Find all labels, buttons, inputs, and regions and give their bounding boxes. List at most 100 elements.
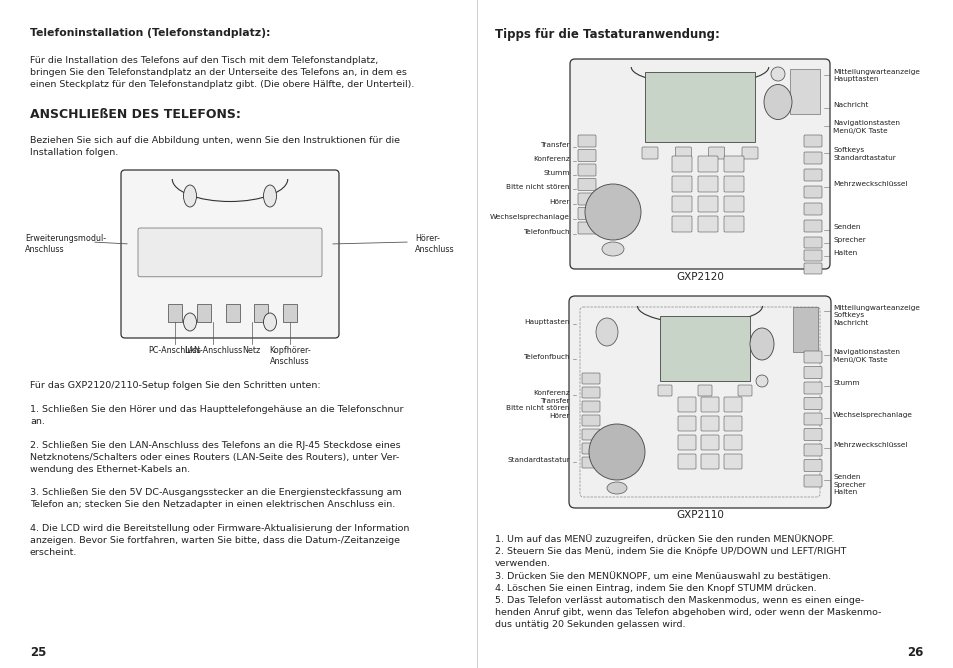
FancyBboxPatch shape (121, 170, 338, 338)
Ellipse shape (596, 318, 618, 346)
FancyBboxPatch shape (581, 373, 599, 384)
FancyBboxPatch shape (581, 387, 599, 398)
FancyBboxPatch shape (578, 208, 596, 220)
FancyBboxPatch shape (803, 351, 821, 363)
FancyBboxPatch shape (803, 169, 821, 181)
Circle shape (755, 375, 767, 387)
Text: Halten: Halten (832, 250, 857, 256)
Text: 1. Um auf das MENÜ zuzugreifen, drücken Sie den runden MENÜKNOPF.
2. Steuern Sie: 1. Um auf das MENÜ zuzugreifen, drücken … (495, 534, 881, 629)
Text: Mehrzweckschlüssel: Mehrzweckschlüssel (832, 442, 906, 448)
FancyBboxPatch shape (803, 263, 821, 274)
FancyBboxPatch shape (678, 397, 696, 412)
Text: Navigationstasten
Menü/OK Taste: Navigationstasten Menü/OK Taste (832, 349, 899, 363)
Text: Wechselsprechanlage: Wechselsprechanlage (832, 412, 912, 418)
Text: 25: 25 (30, 646, 47, 659)
Text: Netz: Netz (242, 346, 260, 355)
FancyBboxPatch shape (803, 220, 821, 232)
FancyBboxPatch shape (641, 147, 658, 159)
Ellipse shape (183, 185, 196, 207)
Ellipse shape (763, 84, 791, 120)
FancyBboxPatch shape (723, 454, 741, 469)
FancyBboxPatch shape (196, 304, 211, 322)
Text: Telefoninstallation (Telefonstandplatz):: Telefoninstallation (Telefonstandplatz): (30, 28, 271, 38)
Text: Mehrzweckschlüssel: Mehrzweckschlüssel (832, 181, 906, 187)
Text: Haupttasten: Haupttasten (524, 319, 569, 325)
FancyBboxPatch shape (803, 475, 821, 487)
Text: Stumm: Stumm (543, 170, 569, 176)
FancyBboxPatch shape (254, 304, 268, 322)
FancyBboxPatch shape (803, 135, 821, 147)
FancyBboxPatch shape (698, 196, 718, 212)
FancyBboxPatch shape (578, 222, 596, 234)
FancyBboxPatch shape (723, 435, 741, 450)
Text: Mitteilungwarteanzeige
Haupttasten: Mitteilungwarteanzeige Haupttasten (832, 69, 919, 83)
Ellipse shape (263, 185, 276, 207)
FancyBboxPatch shape (803, 413, 821, 425)
FancyBboxPatch shape (792, 307, 817, 352)
FancyBboxPatch shape (283, 304, 296, 322)
Ellipse shape (183, 313, 196, 331)
Text: Konferenz: Konferenz (533, 156, 569, 162)
FancyBboxPatch shape (678, 416, 696, 431)
Text: Für das GXP2120/2110-Setup folgen Sie den Schritten unten:

1. Schließen Sie den: Für das GXP2120/2110-Setup folgen Sie de… (30, 381, 409, 557)
FancyBboxPatch shape (803, 460, 821, 472)
FancyBboxPatch shape (578, 164, 596, 176)
FancyBboxPatch shape (700, 397, 719, 412)
FancyBboxPatch shape (723, 216, 743, 232)
Text: Standardtastatur: Standardtastatur (507, 457, 569, 463)
FancyBboxPatch shape (803, 382, 821, 394)
FancyBboxPatch shape (578, 193, 596, 205)
FancyBboxPatch shape (569, 59, 829, 269)
Text: Beziehen Sie sich auf die Abbildung unten, wenn Sie den Instruktionen für die
In: Beziehen Sie sich auf die Abbildung unte… (30, 136, 399, 157)
FancyBboxPatch shape (678, 454, 696, 469)
Text: Konferenz
Transfer
Bitte nicht stören
Hörer: Konferenz Transfer Bitte nicht stören Hö… (506, 390, 569, 418)
Text: GXP2120: GXP2120 (676, 272, 723, 282)
FancyBboxPatch shape (225, 304, 239, 322)
FancyBboxPatch shape (803, 397, 821, 409)
FancyBboxPatch shape (723, 176, 743, 192)
Text: Mitteilungwarteanzeige
Softkeys
Nachricht: Mitteilungwarteanzeige Softkeys Nachrich… (832, 305, 919, 326)
Text: Tipps für die Tastaturanwendung:: Tipps für die Tastaturanwendung: (495, 28, 720, 41)
FancyBboxPatch shape (581, 415, 599, 426)
FancyBboxPatch shape (168, 304, 182, 322)
Text: 26: 26 (906, 646, 923, 659)
FancyBboxPatch shape (581, 401, 599, 412)
FancyBboxPatch shape (671, 216, 691, 232)
FancyBboxPatch shape (803, 237, 821, 248)
FancyBboxPatch shape (700, 435, 719, 450)
Ellipse shape (749, 328, 773, 360)
FancyBboxPatch shape (723, 397, 741, 412)
FancyBboxPatch shape (803, 428, 821, 440)
Text: Erweiterungsmodul-
Anschluss: Erweiterungsmodul- Anschluss (25, 234, 106, 254)
FancyBboxPatch shape (581, 429, 599, 440)
Text: LAN-Anschluss: LAN-Anschluss (184, 346, 242, 355)
FancyBboxPatch shape (803, 203, 821, 215)
Text: Wechselsprechanlage: Wechselsprechanlage (490, 214, 569, 220)
Text: Für die Installation des Telefons auf den Tisch mit dem Telefonstandplatz,
bring: Für die Installation des Telefons auf de… (30, 56, 414, 89)
Text: Softkeys
Standardtastatur: Softkeys Standardtastatur (832, 147, 895, 160)
Text: Navigationstasten
Menü/OK Taste: Navigationstasten Menü/OK Taste (832, 120, 899, 134)
FancyBboxPatch shape (723, 416, 741, 431)
FancyBboxPatch shape (581, 457, 599, 468)
Text: ANSCHLIEßEN DES TELEFONS:: ANSCHLIEßEN DES TELEFONS: (30, 108, 240, 121)
FancyBboxPatch shape (578, 150, 596, 162)
Text: Stumm: Stumm (832, 380, 859, 386)
Text: Senden: Senden (832, 224, 860, 230)
FancyBboxPatch shape (700, 416, 719, 431)
FancyBboxPatch shape (698, 176, 718, 192)
Text: Transfer: Transfer (540, 142, 569, 148)
Text: Bitte nicht stören: Bitte nicht stören (506, 184, 569, 190)
FancyBboxPatch shape (671, 196, 691, 212)
Text: Hörer-
Anschluss: Hörer- Anschluss (415, 234, 455, 254)
Text: Hörer: Hörer (549, 199, 569, 205)
FancyBboxPatch shape (678, 435, 696, 450)
Circle shape (584, 184, 640, 240)
FancyBboxPatch shape (671, 156, 691, 172)
Ellipse shape (601, 242, 623, 256)
FancyBboxPatch shape (578, 135, 596, 147)
Text: GXP2110: GXP2110 (676, 510, 723, 520)
FancyBboxPatch shape (568, 296, 830, 508)
FancyBboxPatch shape (738, 385, 751, 396)
FancyBboxPatch shape (675, 147, 691, 159)
FancyBboxPatch shape (803, 186, 821, 198)
